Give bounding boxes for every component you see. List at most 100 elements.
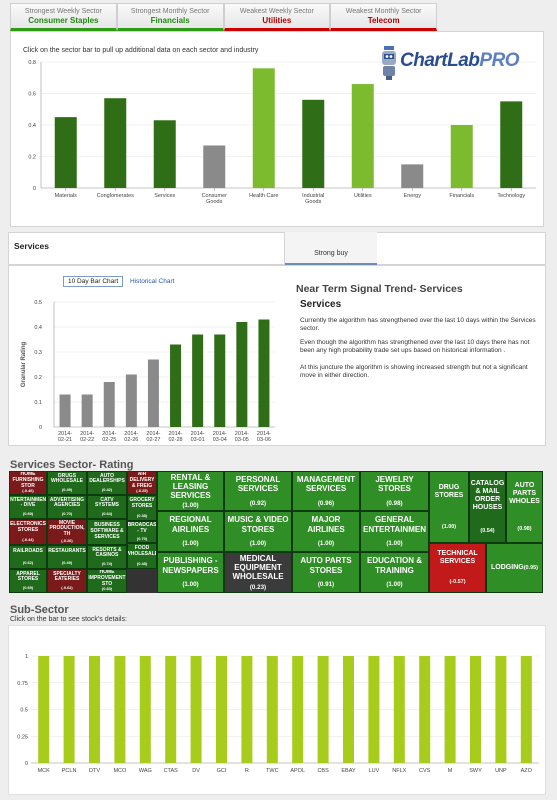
sector-bar-conglomerates[interactable] bbox=[104, 98, 127, 188]
treemap-cell-publishing-newspapers[interactable]: PUBLISHING - NEWSPAPERS (1.00) bbox=[157, 552, 224, 593]
treemap-cell-home-furnishing-stor[interactable]: HOME FURNISHING STOR (-0.46) bbox=[9, 471, 47, 495]
treemap-cell-auto-parts-stores[interactable]: AUTO PARTS STORES (0.91) bbox=[292, 552, 360, 593]
sector-bar-financials[interactable] bbox=[450, 125, 473, 188]
tab-strongest-monthly[interactable]: Strongest Monthly Sector Financials bbox=[116, 3, 224, 31]
treemap-cell-label: EDUCATION & TRAINING bbox=[367, 556, 422, 575]
subsector-bar-apol[interactable] bbox=[292, 656, 304, 763]
treemap-cell-advertising-agencies[interactable]: ADVERTISING AGENCIES (0.70) bbox=[47, 495, 87, 519]
treemap-cell-label: PERSONAL SERVICES bbox=[235, 475, 281, 494]
treemap-cell-resorts-casinos[interactable]: RESORTS & CASINOS (0.74) bbox=[87, 545, 127, 569]
subsector-bar-mco[interactable] bbox=[114, 656, 126, 763]
sector-bar-health-care[interactable] bbox=[252, 68, 275, 188]
sector-bar-utilities[interactable] bbox=[351, 84, 374, 188]
treemap-cell-label: AUTO PARTS WHOLES bbox=[509, 481, 540, 505]
x-tick-label: 02-28 bbox=[169, 437, 183, 443]
ten-day-bar-chart-button[interactable]: 10 Day Bar Chart bbox=[63, 276, 124, 287]
treemap-cell-general-entertainmen[interactable]: GENERAL ENTERTAINMEN (1.00) bbox=[360, 511, 429, 552]
treemap-cell-education-training[interactable]: EDUCATION & TRAINING (1.00) bbox=[360, 552, 429, 593]
treemap-cell-personal-services[interactable]: PERSONAL SERVICES (0.92) bbox=[224, 471, 292, 511]
tab-strong-buy[interactable]: Strong buy bbox=[285, 232, 377, 265]
x-tick-label: CTAS bbox=[164, 768, 179, 774]
tab-strongest-weekly[interactable]: Strongest Weekly Sector Consumer Staples bbox=[10, 3, 117, 31]
subsector-bar-ctas[interactable] bbox=[165, 656, 177, 763]
x-tick-label: Utilities bbox=[354, 193, 372, 199]
subsector-bar-nflx[interactable] bbox=[393, 656, 405, 763]
treemap-cell-electronics-stores[interactable]: ELECTRONICS STORES (-0.44) bbox=[9, 519, 47, 545]
y-tick-label: 0.4 bbox=[34, 325, 42, 331]
treemap-cell-catalog-mail-order-houses[interactable]: CATALOG & MAIL ORDER HOUSES (0.54) bbox=[469, 471, 506, 543]
treemap-cell-rental-leasing-services[interactable]: RENTAL & LEASING SERVICES (1.00) bbox=[157, 471, 224, 511]
subsector-bar-gci[interactable] bbox=[216, 656, 227, 763]
sector-bar-materials[interactable] bbox=[54, 117, 77, 188]
sector-bar-services[interactable] bbox=[153, 120, 176, 188]
treemap-cell-label: ENTERTAINMENT - DIVE bbox=[10, 496, 47, 509]
treemap-cell-medical-equipment-wholesale[interactable]: MEDICAL EQUIPMENT WHOLESALE (0.23) bbox=[224, 552, 292, 593]
subsector-bar-wag[interactable] bbox=[139, 656, 151, 763]
subsector-bar-r[interactable] bbox=[241, 656, 253, 763]
treemap-cell-regional-airlines[interactable]: REGIONAL AIRLINES (1.00) bbox=[157, 511, 224, 552]
subsector-bar-dtv[interactable] bbox=[89, 656, 100, 763]
treemap-cell-jewelry-stores[interactable]: JEWELRY STORES (0.98) bbox=[360, 471, 429, 511]
y-tick-label: 0.75 bbox=[17, 681, 28, 687]
treemap-cell-entertainment-dive[interactable]: ENTERTAINMENT - DIVE (0.69) bbox=[9, 495, 47, 519]
treemap-cell-air-delivery-freig[interactable]: AIR DELIVERY & FREIG (-0.25) bbox=[127, 471, 157, 495]
sector-bar-energy[interactable] bbox=[401, 164, 424, 188]
treemap-cell-railroads[interactable]: RAILROADS (0.62) bbox=[9, 545, 47, 569]
subsector-bar-cbs[interactable] bbox=[317, 656, 329, 763]
subsector-bar-ebay[interactable] bbox=[343, 656, 354, 763]
historical-chart-link[interactable]: Historical Chart bbox=[130, 278, 175, 285]
subsector-bar-mck[interactable] bbox=[38, 656, 50, 763]
treemap-cell-drugs-wholesale[interactable]: DRUGS WHOLESALE (0.49) bbox=[47, 471, 87, 495]
treemap-cell-rating: (-0.44) bbox=[22, 536, 34, 542]
x-tick-label: CVS bbox=[419, 768, 431, 774]
treemap-cell-apparel-stores[interactable]: APPAREL STORES (0.69) bbox=[9, 569, 47, 593]
treemap-cell-auto-dealerships[interactable]: AUTO DEALERSHIPS (0.42) bbox=[87, 471, 127, 495]
treemap-cell-label: ADVERTISING AGENCIES bbox=[49, 496, 85, 509]
treemap-cell-major-airlines[interactable]: MAJOR AIRLINES (1.00) bbox=[292, 511, 360, 552]
treemap-cell-food-wholesale[interactable]: FOOD WHOLESALE (0.48) bbox=[127, 543, 157, 569]
treemap-cell-broadcas-tv[interactable]: BROADCAS - TV (0.70) bbox=[127, 521, 157, 543]
sector-bar-industrial-goods[interactable] bbox=[302, 99, 325, 188]
subsector-bar-luv[interactable] bbox=[368, 656, 380, 763]
treemap-cell-business-software-services[interactable]: BUSINESS SOFTWARE & SERVICES bbox=[87, 519, 127, 545]
treemap-cell-rating: (-0.26) bbox=[61, 537, 73, 543]
treemap-cell-music-video-stores[interactable]: MUSIC & VIDEO STORES (1.00) bbox=[224, 511, 292, 552]
services-header: Services bbox=[14, 241, 49, 251]
x-tick-label: AZO bbox=[521, 768, 533, 774]
treemap-cell-specialty-eateries[interactable]: SPECIALTY EATERIES (-0.62) bbox=[47, 569, 87, 593]
sector-bar-consumer-goods[interactable] bbox=[203, 145, 226, 188]
subsector-bar-unp[interactable] bbox=[495, 656, 507, 763]
subsector-bar-pcln[interactable] bbox=[63, 656, 75, 763]
treemap-cell-label: RESORTS & CASINOS bbox=[92, 546, 122, 559]
x-tick-label: UNP bbox=[495, 768, 507, 774]
tab-weakest-weekly[interactable]: Weakest Weekly Sector Utilities bbox=[223, 3, 331, 31]
subsector-bar-twc[interactable] bbox=[266, 656, 278, 763]
subsector-title: Sub-Sector bbox=[10, 604, 69, 616]
treemap-cell-catv-systems[interactable]: CATV SYSTEMS (0.64) bbox=[87, 495, 127, 519]
treemap-cell-technical-services[interactable]: TECHNICAL SERVICES (-0.57) bbox=[429, 543, 486, 593]
treemap-cell-label: GENERAL ENTERTAINMEN bbox=[363, 515, 426, 534]
treemap-cell-label: DRUG STORES bbox=[434, 483, 464, 499]
sector-bar-technology[interactable] bbox=[500, 101, 523, 188]
subsector-bar-azo[interactable] bbox=[520, 656, 532, 763]
x-tick-label: Health Care bbox=[249, 193, 278, 199]
tab-weakest-monthly[interactable]: Weakest Monthly Sector Telecom bbox=[330, 3, 437, 31]
treemap-cell-grocery-stores[interactable]: GROCERY STORES (0.38) bbox=[127, 495, 157, 521]
treemap-cell-drug-stores[interactable]: DRUG STORES (1.00) bbox=[429, 471, 469, 543]
treemap-cell-label: MOVIE PRODUCTION, TH bbox=[49, 519, 85, 538]
subsector-bar-dv[interactable] bbox=[190, 656, 202, 763]
treemap-cell-rating: (1.00) bbox=[182, 540, 199, 548]
treemap-cell-home-improvement-sto[interactable]: HOME IMPROVEMENT STO (0.83) bbox=[87, 569, 127, 593]
near-term-subtitle: Services bbox=[300, 299, 342, 310]
subsector-bar-m[interactable] bbox=[444, 656, 456, 763]
treemap-cell-auto-parts-wholes[interactable]: AUTO PARTS WHOLES (0.98) bbox=[506, 471, 543, 543]
treemap-cell-lodging[interactable]: LODGING (0.95) bbox=[486, 543, 543, 593]
treemap-cell-label: PUBLISHING - NEWSPAPERS bbox=[162, 556, 219, 575]
subsector-bar-swy[interactable] bbox=[470, 656, 481, 763]
treemap-cell-management-services[interactable]: MANAGEMENT SERVICES (0.96) bbox=[292, 471, 360, 511]
subsector-bar-cvs[interactable] bbox=[419, 656, 431, 763]
rating-title: Services Sector- Rating bbox=[10, 459, 134, 471]
treemap-cell-restaurants[interactable]: RESTAURANTS (0.49) bbox=[47, 545, 87, 569]
treemap-cell-movie-production-th[interactable]: MOVIE PRODUCTION, TH (-0.26) bbox=[47, 519, 87, 545]
treemap-cell-label: ELECTRONICS STORES bbox=[10, 521, 46, 533]
